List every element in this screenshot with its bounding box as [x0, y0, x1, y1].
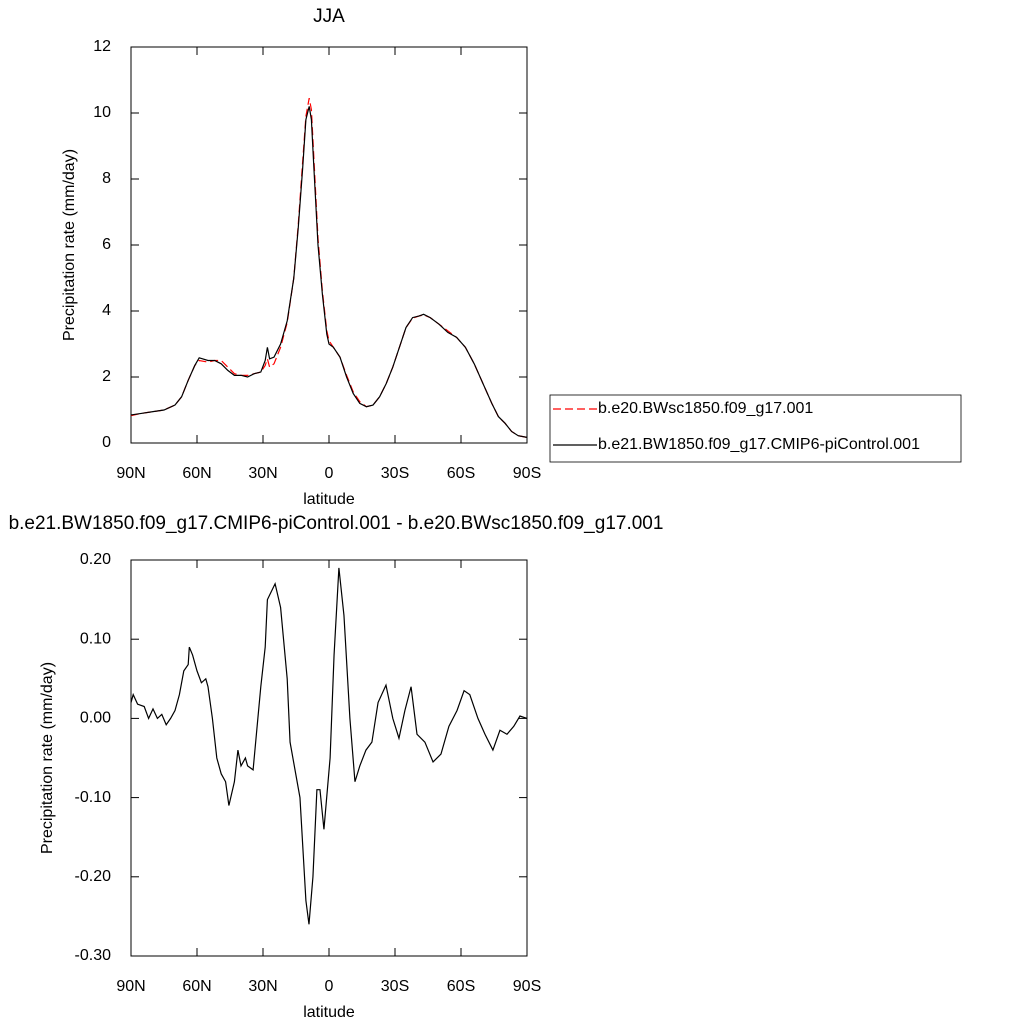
x-tick-label: 60N: [182, 978, 211, 995]
y-tick-label: 12: [93, 38, 111, 55]
y-tick-label: 0.20: [80, 551, 111, 568]
y-tick-label: 2: [102, 368, 111, 385]
plot-frame: [130, 559, 528, 957]
y-tick-label: -0.30: [75, 947, 112, 964]
y-tick-label: 10: [93, 104, 111, 121]
data-line: [130, 98, 528, 438]
chart-title: JJA: [313, 6, 345, 27]
y-axis-label: Precipitation rate (mm/day): [39, 662, 56, 854]
x-tick-label: 90N: [116, 465, 145, 482]
chart-title: b.e21.BW1850.f09_g17.CMIP6-piControl.001…: [9, 513, 664, 534]
y-tick-label: 0.00: [80, 710, 111, 727]
y-tick-label: 8: [102, 170, 111, 187]
x-tick-label: 90S: [513, 978, 541, 995]
data-line: [130, 567, 528, 925]
x-axis-label: latitude: [303, 491, 355, 508]
x-tick-label: 30N: [248, 465, 277, 482]
x-tick-label: 60S: [447, 465, 475, 482]
x-tick-label: 30S: [381, 465, 409, 482]
y-tick-label: 4: [102, 302, 111, 319]
x-tick-label: 0: [325, 978, 334, 995]
legend-label: b.e21.BW1850.f09_g17.CMIP6-piControl.001: [598, 436, 920, 453]
x-tick-label: 90S: [513, 465, 541, 482]
y-axis-label: Precipitation rate (mm/day): [61, 149, 78, 341]
x-tick-label: 0: [325, 465, 334, 482]
y-tick-label: 6: [102, 236, 111, 253]
y-tick-label: -0.10: [75, 789, 112, 806]
y-tick-label: 0.10: [80, 630, 111, 647]
x-tick-label: 30N: [248, 978, 277, 995]
y-tick-label: 0: [102, 434, 111, 451]
x-tick-label: 30S: [381, 978, 409, 995]
x-axis-label: latitude: [303, 1004, 355, 1021]
x-tick-label: 60N: [182, 465, 211, 482]
y-tick-label: -0.20: [75, 868, 112, 885]
legend-label: b.e20.BWsc1850.f09_g17.001: [598, 400, 813, 417]
x-tick-label: 90N: [116, 978, 145, 995]
data-line: [130, 106, 528, 438]
plot-frame: [130, 46, 528, 444]
legend-box: [549, 394, 962, 463]
x-tick-label: 60S: [447, 978, 475, 995]
